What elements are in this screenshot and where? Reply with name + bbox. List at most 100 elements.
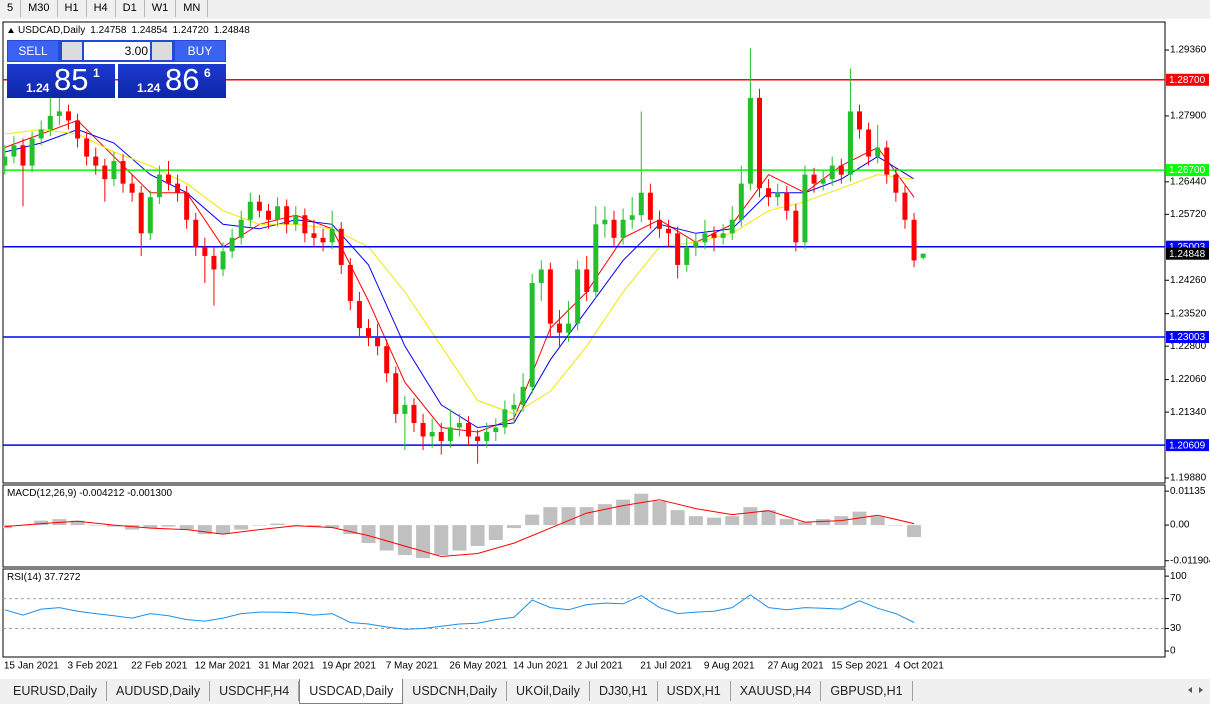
lots-input[interactable]: 3.00 bbox=[84, 42, 150, 60]
candle-body bbox=[884, 147, 890, 175]
level-label-bg bbox=[1166, 73, 1209, 86]
candle-body bbox=[793, 210, 799, 243]
sell-button[interactable]: SELL bbox=[8, 41, 58, 61]
chart-tab[interactable]: EURUSD,Daily bbox=[4, 681, 108, 701]
y-tick-label: 1.22060 bbox=[1170, 374, 1207, 385]
macd-bar bbox=[216, 525, 231, 535]
tab-scroll-left[interactable] bbox=[1188, 687, 1192, 693]
chart-tab[interactable]: UKOil,Daily bbox=[507, 681, 590, 701]
macd-bar bbox=[707, 517, 722, 526]
candle-body bbox=[156, 174, 162, 198]
candle-body bbox=[811, 174, 817, 184]
candle-body bbox=[356, 301, 362, 329]
chart-background bbox=[0, 19, 1210, 679]
candle-body bbox=[284, 206, 290, 225]
rsi-line bbox=[4, 594, 915, 630]
chart-tab[interactable]: USDCNH,Daily bbox=[403, 681, 508, 701]
candle-body bbox=[175, 183, 181, 193]
candle-body bbox=[738, 183, 744, 220]
pane-plot bbox=[3, 594, 1165, 630]
candle-body bbox=[165, 174, 171, 184]
candle-body bbox=[375, 337, 381, 347]
macd-bar bbox=[343, 525, 358, 535]
chart-tab[interactable]: USDX,H1 bbox=[658, 681, 731, 701]
timeframe-button[interactable]: 5 bbox=[0, 0, 22, 17]
candle-body bbox=[393, 373, 399, 414]
candle-body bbox=[502, 409, 508, 428]
y-tick-label: 1.24260 bbox=[1170, 275, 1207, 286]
pane-title: RSI(14) 37.7272 bbox=[7, 572, 81, 583]
macd-bar bbox=[888, 525, 903, 526]
candle-body bbox=[656, 219, 662, 229]
candle-body bbox=[475, 436, 481, 442]
candle-body bbox=[29, 138, 35, 166]
timeframe-button[interactable]: W1 bbox=[145, 0, 177, 17]
candle-body bbox=[566, 323, 572, 333]
level-label-bg bbox=[1166, 164, 1209, 177]
bid-quote[interactable]: 1.24 85 1 bbox=[7, 62, 115, 98]
candle-body bbox=[875, 147, 881, 157]
pane-plot bbox=[3, 493, 922, 559]
candle-body bbox=[402, 404, 408, 414]
candle-body bbox=[647, 192, 653, 220]
candle-body bbox=[484, 431, 490, 442]
chart-tab[interactable]: USDCAD,Daily bbox=[299, 679, 404, 704]
macd-bar bbox=[488, 525, 503, 541]
y-tick-label: 1.19880 bbox=[1170, 473, 1207, 484]
chart-tab[interactable]: XAUUSD,H4 bbox=[731, 681, 822, 701]
level-label: 1.28700 bbox=[1169, 75, 1206, 86]
y-tick-label: 1.26440 bbox=[1170, 176, 1207, 187]
chart-tab[interactable]: GBPUSD,H1 bbox=[821, 681, 913, 701]
macd-bar bbox=[670, 510, 685, 526]
timeframe-button[interactable]: D1 bbox=[116, 0, 145, 17]
quote-value: 1.24848 bbox=[214, 25, 251, 36]
x-tick-label: 15 Jan 2021 bbox=[4, 661, 59, 672]
candle-body bbox=[111, 161, 117, 180]
candle-body bbox=[602, 219, 608, 225]
quote-value: 1.24758 bbox=[90, 25, 127, 36]
macd-bar bbox=[106, 525, 121, 527]
y-tick-label: 0.01135 bbox=[1170, 486, 1206, 497]
candle-body bbox=[256, 201, 262, 211]
candle-body bbox=[675, 233, 681, 265]
timeframe-button[interactable]: H1 bbox=[58, 0, 87, 17]
macd-bar bbox=[361, 525, 376, 544]
lots-down[interactable] bbox=[62, 42, 82, 60]
macd-bar bbox=[688, 516, 703, 526]
macd-bar bbox=[525, 514, 540, 526]
candle-body bbox=[247, 201, 253, 220]
macd-bar bbox=[579, 507, 594, 526]
candle-body bbox=[547, 269, 553, 324]
collapse-arrow[interactable] bbox=[8, 28, 14, 33]
timeframe-button[interactable]: H4 bbox=[87, 0, 116, 17]
ask-quote[interactable]: 1.24 86 6 bbox=[118, 62, 226, 98]
candle-body bbox=[838, 165, 844, 175]
timeframe-button[interactable]: M30 bbox=[21, 0, 58, 17]
timeframe-button[interactable]: MN bbox=[176, 0, 209, 17]
y-tick-label: 1.27900 bbox=[1170, 111, 1207, 122]
candle-body bbox=[84, 138, 90, 157]
candle-body bbox=[420, 422, 426, 437]
candle-body bbox=[202, 246, 208, 256]
candle-body bbox=[920, 253, 926, 258]
x-tick-label: 31 Mar 2021 bbox=[258, 661, 315, 672]
x-tick-label: 21 Jul 2021 bbox=[640, 661, 692, 672]
macd-bar bbox=[70, 520, 85, 526]
buy-button[interactable]: BUY bbox=[175, 41, 225, 61]
candle-body bbox=[720, 233, 726, 238]
chart-tab[interactable]: DJ30,H1 bbox=[590, 681, 658, 701]
candle-body bbox=[611, 219, 617, 238]
candle-body bbox=[556, 323, 562, 333]
tab-scroll-right[interactable] bbox=[1199, 687, 1203, 693]
chart-tab[interactable]: AUDUSD,Daily bbox=[107, 681, 211, 701]
candle-body bbox=[856, 111, 862, 130]
bid-fraction: 1 bbox=[93, 66, 100, 80]
candle-body bbox=[220, 251, 226, 270]
candle-body bbox=[702, 233, 708, 243]
x-tick-label: 2 Jul 2021 bbox=[577, 661, 624, 672]
macd-bar bbox=[779, 519, 794, 526]
chart-tab[interactable]: USDCHF,H4 bbox=[210, 681, 300, 701]
level-label: 1.25003 bbox=[1169, 242, 1206, 253]
candle-body bbox=[575, 269, 581, 324]
lots-up[interactable] bbox=[152, 42, 172, 60]
